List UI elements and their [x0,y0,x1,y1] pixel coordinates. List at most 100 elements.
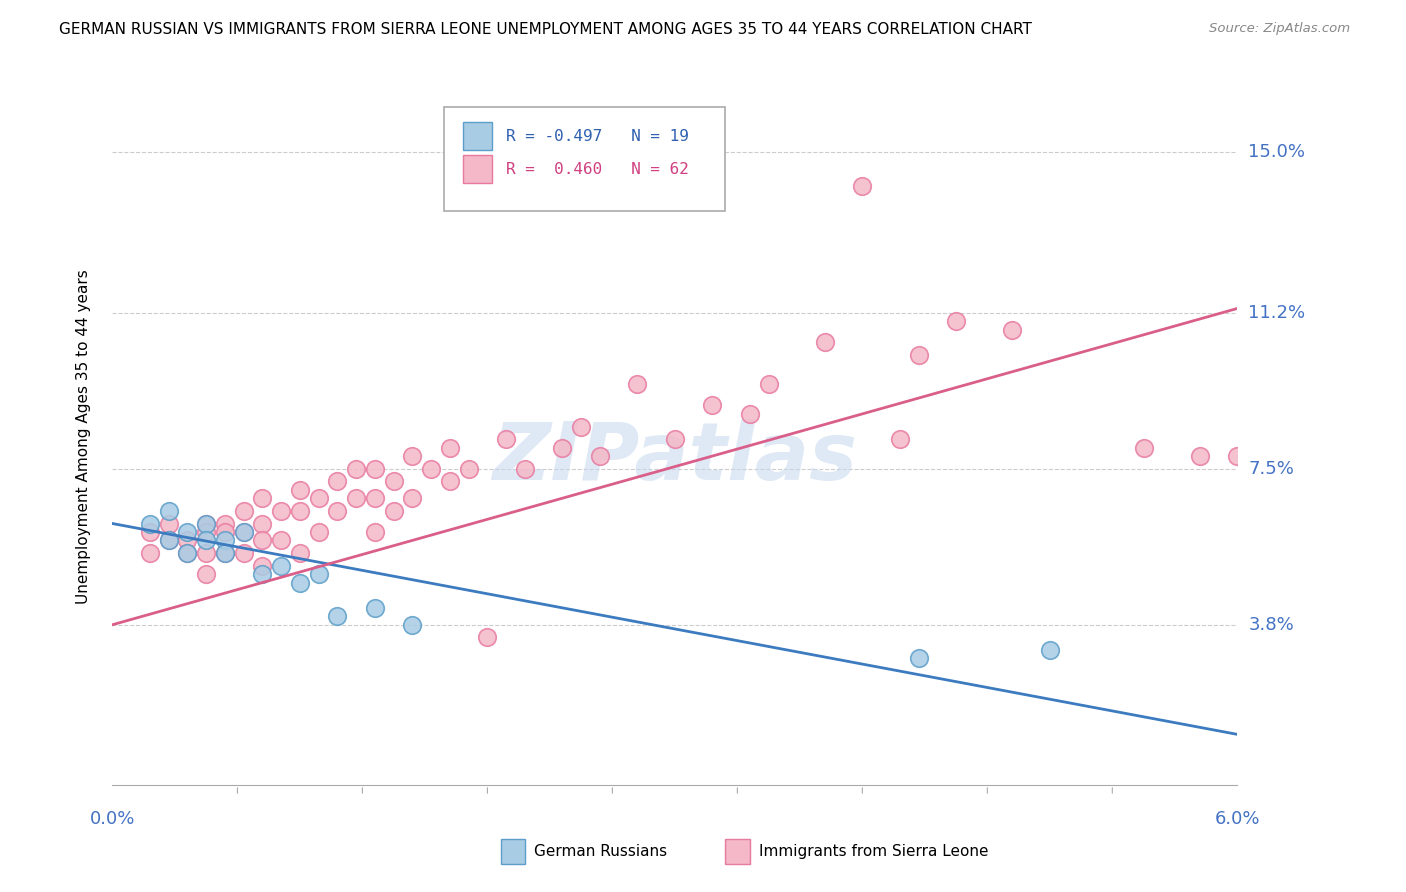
Point [344,461,367,475]
FancyBboxPatch shape [464,155,492,183]
Point [738,407,761,421]
Point [589,449,612,463]
Point [1132,441,1154,455]
Text: 3.8%: 3.8% [1249,615,1294,633]
Text: R = -0.497   N = 19: R = -0.497 N = 19 [506,129,689,144]
Point [364,461,387,475]
FancyBboxPatch shape [464,122,492,150]
Point [157,516,180,531]
Point [382,475,405,489]
Point [214,533,236,548]
Point [364,491,387,506]
Point [420,461,443,475]
Point [288,504,311,518]
Text: R =  0.460   N = 62: R = 0.460 N = 62 [506,162,689,178]
Point [513,461,536,475]
Point [232,546,254,560]
Point [702,399,724,413]
Point [214,516,236,531]
Point [252,533,274,548]
Point [1039,643,1062,657]
Point [214,546,236,560]
Point [326,504,349,518]
Point [288,546,311,560]
Text: 11.2%: 11.2% [1249,303,1306,322]
Point [907,651,929,665]
Point [195,567,218,582]
Point [139,516,162,531]
Point [439,441,461,455]
Point [758,377,780,392]
Point [364,600,387,615]
FancyBboxPatch shape [725,838,751,863]
Text: ZIPatlas: ZIPatlas [492,419,858,497]
Point [252,558,274,573]
Point [308,491,330,506]
Point [889,432,911,446]
Text: GERMAN RUSSIAN VS IMMIGRANTS FROM SIERRA LEONE UNEMPLOYMENT AMONG AGES 35 TO 44 : GERMAN RUSSIAN VS IMMIGRANTS FROM SIERRA… [59,22,1032,37]
Text: 7.5%: 7.5% [1249,459,1295,478]
Point [814,335,837,350]
Point [477,631,499,645]
Point [457,461,479,475]
Point [252,567,274,582]
Point [569,419,592,434]
Point [195,524,218,539]
Point [195,516,218,531]
Point [195,516,218,531]
Point [945,314,967,328]
Point [157,533,180,548]
Point [270,504,292,518]
Point [195,546,218,560]
FancyBboxPatch shape [444,106,725,211]
Point [851,179,873,194]
Point [326,609,349,624]
Point [157,504,180,518]
Point [252,491,274,506]
Point [626,377,648,392]
Point [214,546,236,560]
Point [176,524,198,539]
Point [214,524,236,539]
Point [157,533,180,548]
Text: Immigrants from Sierra Leone: Immigrants from Sierra Leone [759,844,988,859]
Point [139,524,162,539]
Text: German Russians: German Russians [534,844,668,859]
Point [401,449,423,463]
Point [195,533,218,548]
Point [308,524,330,539]
Point [344,491,367,506]
Text: 0.0%: 0.0% [90,810,135,828]
Point [176,533,198,548]
Point [401,491,423,506]
Point [439,475,461,489]
Point [364,524,387,539]
Point [907,348,929,362]
Point [308,567,330,582]
Point [401,617,423,632]
Text: 15.0%: 15.0% [1249,144,1305,161]
FancyBboxPatch shape [501,838,526,863]
Point [288,483,311,497]
Point [1188,449,1211,463]
Text: Source: ZipAtlas.com: Source: ZipAtlas.com [1209,22,1350,36]
Point [270,558,292,573]
Point [176,546,198,560]
Point [252,516,274,531]
Point [1226,449,1249,463]
Y-axis label: Unemployment Among Ages 35 to 44 years: Unemployment Among Ages 35 to 44 years [76,269,91,605]
Point [664,432,686,446]
Point [551,441,574,455]
Point [176,546,198,560]
Point [495,432,517,446]
Point [139,546,162,560]
Point [270,533,292,548]
Text: 6.0%: 6.0% [1215,810,1260,828]
Point [382,504,405,518]
Point [232,504,254,518]
Point [288,575,311,590]
Point [326,475,349,489]
Point [232,524,254,539]
Point [232,524,254,539]
Point [1001,322,1024,336]
